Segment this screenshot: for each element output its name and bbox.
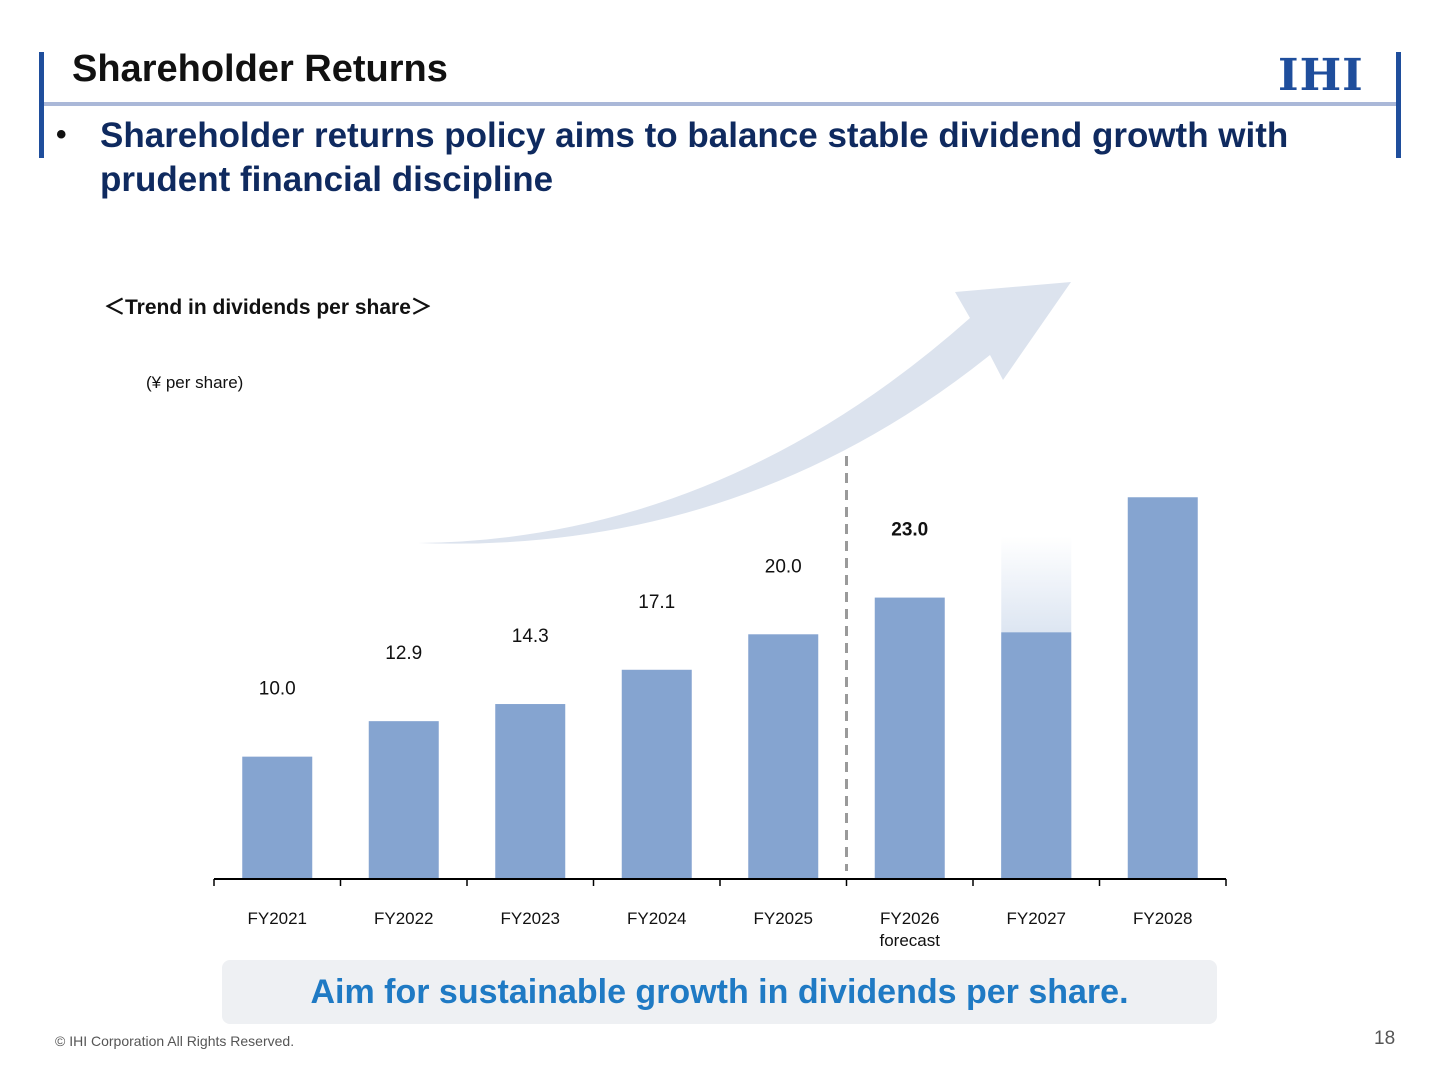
bar-fy2028 bbox=[1127, 497, 1198, 879]
policy-bullet: Shareholder returns policy aims to balan… bbox=[100, 116, 1289, 199]
category-label-fy2025: FY2025 bbox=[753, 909, 813, 928]
bar-fy2022 bbox=[368, 721, 439, 879]
growth-arrow bbox=[418, 282, 1071, 544]
category-label-fy2026-forecast: FY2026 forecast bbox=[880, 909, 941, 950]
bar-fy2025 bbox=[748, 634, 819, 879]
chart-unit-label: (¥ per share) bbox=[146, 373, 244, 392]
value-label-fy2022: 12.9 bbox=[385, 643, 422, 664]
category-label-fy2023: FY2023 bbox=[500, 909, 560, 928]
category-label-fy2027: FY2027 bbox=[1006, 909, 1066, 928]
category-label-fy2022: FY2022 bbox=[374, 909, 434, 928]
page-number: 18 bbox=[1374, 1028, 1396, 1049]
bar-fy2021 bbox=[242, 756, 313, 879]
value-label-fy2023: 14.3 bbox=[512, 626, 549, 647]
bar-fy2023 bbox=[495, 704, 566, 879]
goal-banner-text: Aim for sustainable growth in dividends … bbox=[310, 972, 1129, 1011]
bar-fy2024 bbox=[621, 669, 692, 879]
category-label-fy2028: FY2028 bbox=[1133, 909, 1193, 928]
title-underline bbox=[44, 102, 1396, 106]
copyright-notice: © IHI Corporation All Rights Reserved. bbox=[55, 1033, 295, 1049]
right-accent-bar bbox=[1396, 52, 1401, 158]
ihi-logo: IHI bbox=[1278, 50, 1364, 101]
value-label-fy2024: 17.1 bbox=[638, 592, 675, 613]
value-label-fy2021: 10.0 bbox=[259, 679, 296, 700]
left-accent-bar bbox=[39, 52, 44, 158]
bar-solid-fy2027 bbox=[1001, 632, 1072, 879]
bar-fy2026-forecast bbox=[874, 597, 945, 879]
category-label-fy2021: FY2021 bbox=[247, 909, 307, 928]
value-label-fy2026-forecast: 23.0 bbox=[891, 520, 928, 541]
bullet-marker: • bbox=[56, 118, 67, 151]
page-title: Shareholder Returns bbox=[72, 48, 448, 90]
chart-title: ＜Trend in dividends per share＞ bbox=[104, 296, 432, 319]
category-label-fy2024: FY2024 bbox=[627, 909, 687, 928]
goal-banner: Aim for sustainable growth in dividends … bbox=[222, 960, 1217, 1024]
value-label-fy2025: 20.0 bbox=[765, 556, 802, 577]
